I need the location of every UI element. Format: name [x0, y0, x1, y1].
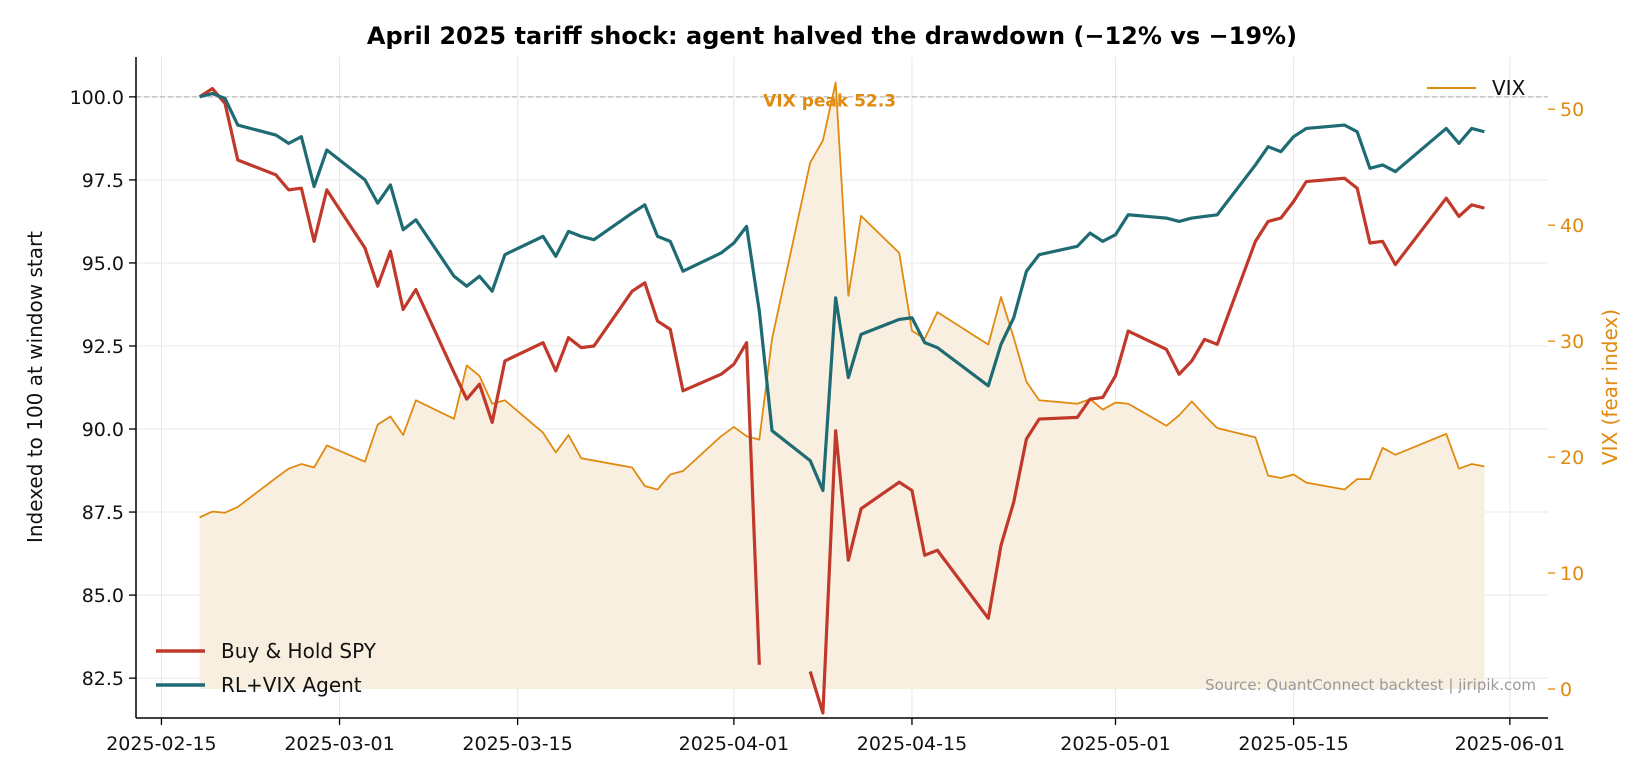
x-tick-label: 2025-06-01	[1455, 733, 1565, 755]
y2-tick-label: 40	[1560, 215, 1584, 237]
y-tick-label: 100.0	[70, 87, 124, 109]
y-axis-title: Indexed to 100 at window start	[23, 231, 47, 543]
source-note: Source: QuantConnect backtest | jiripik.…	[1205, 676, 1536, 694]
series-line-spy	[198, 86, 1485, 715]
x-tick-label: 2025-03-15	[462, 733, 572, 755]
y2-tick-label: 0	[1560, 679, 1572, 701]
y2-tick-label: 30	[1560, 331, 1584, 353]
x-tick-label: 2025-02-15	[106, 733, 216, 755]
y2-tick-label: 10	[1560, 563, 1584, 585]
chart-title: April 2025 tariff shock: agent halved th…	[367, 22, 1297, 50]
ticks-layer: 82.5 85.0 87.5 90.0 92.5 95.0 97.5 100.0 2025-02…	[70, 87, 1585, 755]
legend-label-agent: RL+VIX Agent	[221, 673, 362, 697]
legend-label-spy: Buy & Hold SPY	[221, 639, 377, 663]
axes-layer	[135, 57, 1548, 719]
vix-area-fill	[199, 82, 1485, 690]
series-layer	[198, 81, 1485, 715]
y-tick-label: 97.5	[82, 170, 124, 192]
y-tick-label: 85.0	[82, 585, 124, 607]
series-line-vix	[199, 81, 1485, 519]
y2-tick-label: 50	[1560, 99, 1584, 121]
y-tick-label: 92.5	[82, 336, 124, 358]
y-tick-label: 95.0	[82, 253, 124, 275]
x-tick-label: 2025-04-15	[857, 733, 967, 755]
x-tick-label: 2025-03-01	[284, 733, 394, 755]
vix-peak-annotation: VIX peak 52.3	[763, 92, 896, 112]
legend-main: Buy & Hold SPY RL+VIX Agent	[156, 639, 377, 697]
vix-fill-layer	[199, 82, 1485, 690]
legend-label-vix: VIX	[1492, 76, 1526, 100]
y2-tick-label: 20	[1560, 447, 1584, 469]
legend-vix: VIX	[1427, 76, 1526, 100]
series-line-agent	[199, 91, 1485, 493]
x-tick-label: 2025-04-01	[679, 733, 789, 755]
x-tick-label: 2025-05-01	[1060, 733, 1170, 755]
x-tick-label: 2025-05-15	[1238, 733, 1348, 755]
y-tick-label: 87.5	[82, 502, 124, 524]
y-tick-label: 90.0	[82, 419, 124, 441]
y-tick-label: 82.5	[82, 668, 124, 690]
y2-axis-title: VIX (fear index)	[1598, 309, 1622, 465]
